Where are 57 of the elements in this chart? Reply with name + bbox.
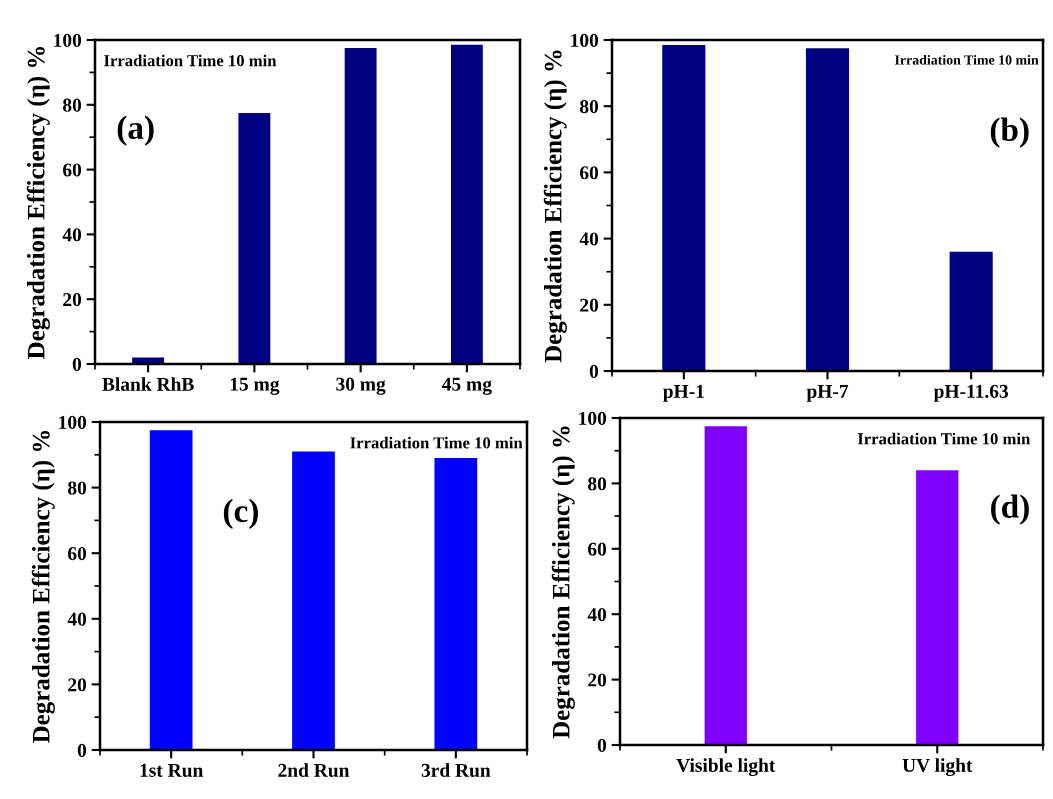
y-tick-label: 80 (580, 100, 599, 114)
y-tick-label: 60 (588, 542, 607, 556)
y-tick-label: 20 (580, 298, 599, 312)
annotation: Irradiation Time 10 min (104, 54, 277, 67)
x-tick-label: 3rd Run (421, 763, 491, 777)
y-tick-label: 20 (588, 673, 607, 687)
x-tick-label: Blank RhB (102, 377, 194, 391)
x-tick-label: 30 mg (336, 377, 386, 395)
annotation: (d) (991, 494, 1029, 525)
y-tick-label: 100 (571, 33, 599, 47)
bar (238, 112, 271, 364)
annotation: (c) (223, 498, 258, 529)
y-tick-label: 40 (62, 228, 82, 242)
y-tick-label: 80 (588, 477, 607, 491)
bar (149, 430, 193, 750)
bar (292, 451, 335, 750)
y-axis-title: Degradation Efficiency (η) % (26, 46, 50, 359)
y-axis-title: Degradation Efficiency (η) % (543, 50, 567, 363)
y-axis-title: Degradation Efficiency (η) % (31, 430, 55, 743)
y-tick-label: 80 (68, 481, 87, 495)
y-tick-label: 60 (68, 547, 87, 561)
annotation: Irradiation Time 10 min (894, 54, 1039, 65)
annotation: (b) (990, 117, 1029, 148)
y-tick-label: 100 (54, 33, 82, 47)
annotation: Irradiation Time 10 min (350, 436, 523, 449)
y-tick-label: 0 (597, 738, 607, 752)
y-tick-label: 20 (63, 293, 82, 307)
bar (805, 48, 850, 371)
y-tick-label: 40 (587, 608, 607, 622)
y-tick-label: 0 (589, 364, 599, 378)
bar (662, 44, 706, 371)
x-tick-label: Visible light (676, 758, 776, 776)
bar (450, 44, 483, 364)
bar (344, 48, 377, 364)
y-tick-label: 0 (72, 357, 82, 371)
x-tick-label: 2nd Run (278, 763, 350, 777)
x-tick-label: 15 mg (230, 377, 280, 395)
x-tick-label: UV light (902, 758, 973, 776)
y-tick-label: 40 (67, 612, 87, 626)
y-tick-label: 100 (59, 415, 87, 429)
y-tick-label: 60 (580, 166, 599, 180)
y-tick-label: 100 (579, 411, 607, 425)
x-tick-label: pH-11.63 (933, 384, 1009, 402)
bar (434, 458, 478, 750)
y-axis-title: Degradation Efficiency (η) % (551, 426, 575, 739)
bar (949, 251, 993, 371)
annotation: Irradiation Time 10 min (857, 432, 1031, 445)
x-tick-label: pH-1 (663, 384, 704, 402)
y-tick-label: 40 (579, 232, 599, 246)
x-tick-label: 45 mg (442, 377, 492, 395)
y-tick-label: 60 (63, 163, 82, 177)
annotation: (a) (117, 115, 154, 146)
y-tick-label: 80 (63, 98, 82, 112)
x-tick-label: 1st Run (140, 763, 204, 777)
x-tick-label: pH-7 (806, 384, 849, 402)
y-tick-label: 0 (77, 743, 87, 757)
y-tick-label: 20 (68, 678, 87, 692)
